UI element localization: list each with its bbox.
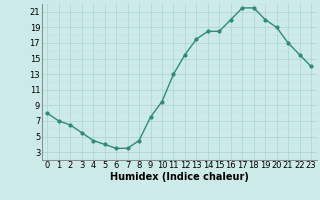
X-axis label: Humidex (Indice chaleur): Humidex (Indice chaleur) [110,172,249,182]
